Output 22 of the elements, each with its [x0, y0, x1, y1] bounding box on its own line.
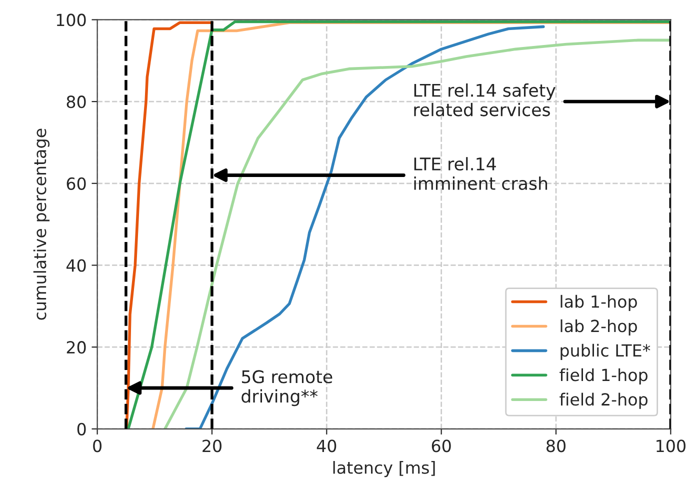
legend-label: lab 1-hop [560, 294, 637, 312]
legend-label: field 2-hop [560, 392, 648, 409]
x-tick-label: 40 [316, 440, 336, 452]
x-tick-label: 20 [202, 440, 222, 452]
legend-label: public LTE* [560, 344, 650, 360]
y-tick-label: 100 [56, 14, 86, 26]
y-tick-label: 80 [66, 96, 86, 108]
y-tick-label: 0 [77, 422, 86, 436]
x-axis-title: latency [ms] [333, 461, 435, 478]
y-tick-label: 40 [66, 259, 86, 272]
annotation: LTE rel.14 imminent crash [414, 157, 548, 190]
annotation: 5G remote driving** [242, 370, 332, 406]
x-tick-label: 60 [432, 440, 451, 452]
x-tick-label: 80 [546, 440, 566, 452]
y-axis-title: cumulative percentage [33, 128, 50, 320]
x-tick-label: 0 [93, 440, 102, 452]
annotation: LTE rel.14 safety related services [414, 83, 556, 116]
x-tick-label: 100 [656, 440, 686, 452]
legend-label: lab 2-hop [560, 319, 637, 336]
y-tick-label: 60 [66, 177, 86, 190]
legend-label: field 1-hop [560, 368, 648, 384]
y-tick-label: 20 [66, 341, 86, 354]
